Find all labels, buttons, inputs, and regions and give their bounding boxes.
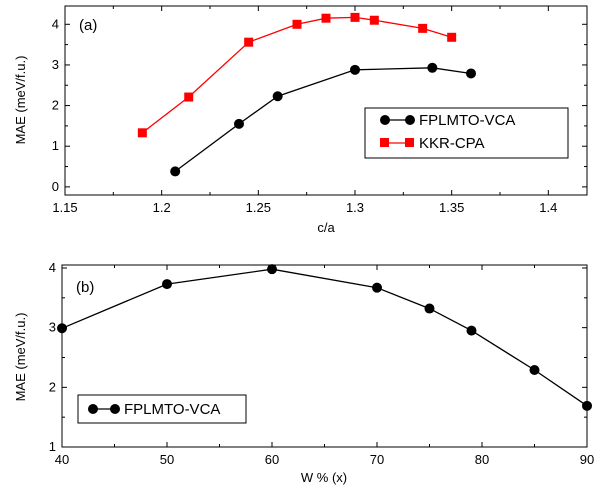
panel-b: (b) W % (x) MAE (meV/f.u.) 40 50 60 70 80 90 … bbox=[13, 260, 594, 485]
y-tick-label-b-0: 1 bbox=[49, 439, 56, 454]
legend-marker-kkr-a bbox=[380, 138, 389, 147]
legend-marker-kkr-a-2 bbox=[405, 138, 414, 147]
y-tick-label-a-1: 1 bbox=[52, 138, 59, 153]
y-tick-label-a-3: 3 bbox=[52, 57, 59, 72]
legend-label-kkr-a: KKR-CPA bbox=[419, 135, 485, 152]
data-point-a-0-0 bbox=[170, 166, 181, 177]
data-point-a-0-3 bbox=[350, 64, 360, 75]
data-point-a-1-8 bbox=[447, 32, 457, 42]
data-point-b-0-6 bbox=[529, 365, 540, 376]
data-point-b-0-7 bbox=[582, 400, 592, 411]
data-point-a-0-4 bbox=[427, 62, 438, 73]
y-ticks-a: 0 1 2 3 4 bbox=[52, 16, 587, 194]
x-tick-label-b-4: 80 bbox=[475, 452, 489, 467]
legend-label-fplmto-b: FPLMTO-VCA bbox=[124, 401, 220, 418]
data-point-a-1-5 bbox=[350, 12, 360, 22]
y-tick-label-a-2: 2 bbox=[52, 98, 59, 113]
panel-a: (a) c/a MAE (meV/f.u.) 1.15 1.2 1.25 1.3 1.3… bbox=[13, 5, 588, 235]
legend-marker-fplmto-b bbox=[88, 404, 98, 414]
data-point-a-1-2 bbox=[244, 37, 254, 47]
x-tick-label-b-0: 40 bbox=[55, 452, 69, 467]
series-group-b bbox=[57, 264, 592, 411]
data-point-b-0-0 bbox=[57, 323, 67, 334]
x-tick-label-a-4: 1.35 bbox=[439, 200, 464, 215]
data-point-a-0-1 bbox=[234, 118, 244, 129]
data-point-b-0-5 bbox=[466, 325, 477, 336]
legend-box-a bbox=[364, 107, 569, 159]
plot-frame-a bbox=[64, 5, 588, 196]
panel-label-a: (a) bbox=[79, 17, 97, 34]
data-point-a-1-7 bbox=[418, 23, 428, 33]
data-point-b-0-4 bbox=[424, 303, 435, 314]
x-tick-label-b-5: 90 bbox=[580, 452, 594, 467]
x-tick-label-b-3: 70 bbox=[370, 452, 384, 467]
x-tick-label-a-1: 1.2 bbox=[153, 200, 171, 215]
data-point-a-0-2 bbox=[272, 91, 283, 102]
data-point-a-1-6 bbox=[369, 15, 379, 25]
x-tick-label-a-2: 1.25 bbox=[246, 200, 271, 215]
y-tick-label-b-2: 3 bbox=[49, 320, 56, 335]
x-ticks-a: 1.15 1.2 1.25 1.3 1.35 1.4 bbox=[52, 6, 557, 215]
panel-label-b: (b) bbox=[76, 279, 94, 296]
data-point-b-0-1 bbox=[162, 279, 172, 290]
legend-marker-fplmto-a-2 bbox=[405, 115, 415, 125]
x-tick-label-b-1: 50 bbox=[160, 452, 174, 467]
x-tick-label-a-5: 1.4 bbox=[539, 200, 557, 215]
y-axis-title-b: MAE (meV/f.u.) bbox=[13, 313, 28, 402]
series-line-b-0 bbox=[61, 268, 588, 407]
data-point-a-1-4 bbox=[321, 13, 331, 23]
legend-marker-fplmto-a bbox=[380, 115, 390, 125]
y-tick-label-b-3: 4 bbox=[49, 260, 56, 275]
x-axis-title-b: W % (x) bbox=[301, 470, 347, 485]
legend-marker-fplmto-b-2 bbox=[110, 404, 120, 414]
data-point-b-0-3 bbox=[372, 282, 382, 293]
data-point-a-1-3 bbox=[292, 19, 302, 29]
x-ticks-b: 40 50 60 70 80 90 bbox=[55, 265, 594, 467]
x-tick-label-b-2: 60 bbox=[265, 452, 279, 467]
y-tick-label-a-4: 4 bbox=[52, 16, 59, 31]
series-group-a bbox=[137, 12, 476, 177]
series-line-a-0 bbox=[174, 67, 472, 172]
data-point-b-0-2 bbox=[267, 264, 277, 275]
x-tick-label-a-0: 1.15 bbox=[52, 200, 77, 215]
x-axis-title-a: c/a bbox=[317, 220, 335, 235]
legend-label-fplmto-a: FPLMTO-VCA bbox=[419, 112, 515, 129]
legend-b: FPLMTO-VCA bbox=[77, 394, 247, 424]
y-tick-label-a-0: 0 bbox=[52, 179, 59, 194]
y-axis-title-a: MAE (meV/f.u.) bbox=[13, 56, 28, 145]
y-tick-label-b-1: 2 bbox=[49, 379, 56, 394]
y-ticks-b: 1 2 3 4 bbox=[49, 260, 587, 454]
legend-a: FPLMTO-VCA KKR-CPA bbox=[364, 107, 569, 159]
data-point-a-1-1 bbox=[184, 92, 194, 102]
data-point-a-0-5 bbox=[466, 68, 476, 79]
data-point-a-1-0 bbox=[137, 128, 147, 138]
x-tick-label-a-3: 1.3 bbox=[346, 200, 364, 215]
